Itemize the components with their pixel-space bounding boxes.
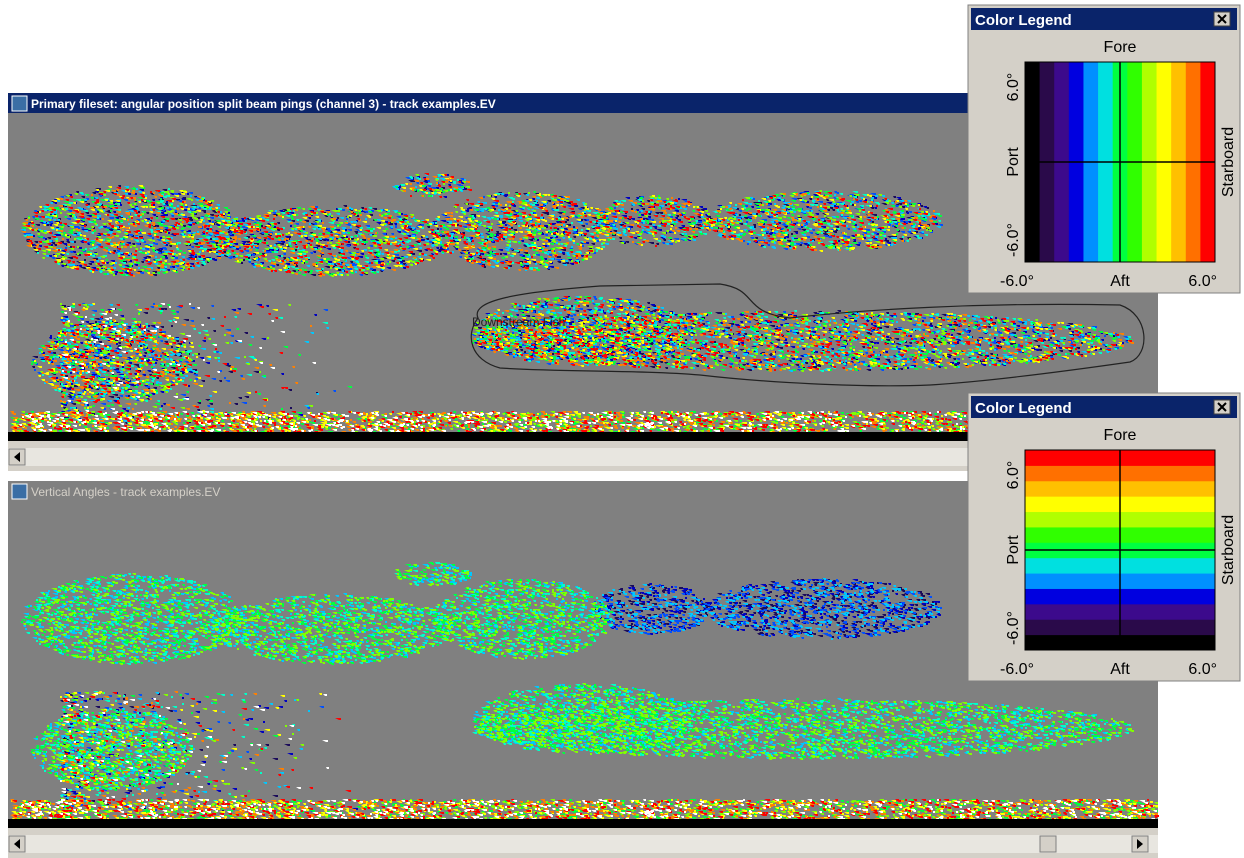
scene: Primary fileset: angular position split … [0, 0, 1244, 858]
window-icon [12, 484, 27, 499]
legend-fore: Fore [1104, 427, 1137, 444]
legend-bottom-right: 6.0° [1188, 273, 1217, 290]
scrollbar[interactable] [8, 835, 1158, 853]
legend-fore: Fore [1104, 39, 1137, 56]
legend-starboard: Starboard [1220, 515, 1237, 585]
window-title: Vertical Angles - track examples.EV [31, 485, 220, 499]
legend-starboard: Starboard [1220, 127, 1237, 197]
legend-title: Color Legend [975, 12, 1072, 29]
legend-aft: Aft [1110, 661, 1130, 678]
bottom-line [8, 819, 1158, 828]
legend-aft: Aft [1110, 273, 1130, 290]
legend-title: Color Legend [975, 400, 1072, 417]
legend-bottom-right: 6.0° [1188, 661, 1217, 678]
window-icon [12, 96, 27, 111]
legend-port: Port [1005, 535, 1022, 565]
legend-left-top: 6.0° [1005, 461, 1022, 490]
legend-bottom-left: -6.0° [1000, 661, 1034, 678]
legend-bottom-left: -6.0° [1000, 273, 1034, 290]
region-label[interactable]: Downstream Fish [472, 315, 565, 329]
window-title: Primary fileset: angular position split … [31, 97, 496, 111]
screen: Primary fileset: angular position split … [0, 0, 1244, 858]
scroll-thumb[interactable] [1040, 836, 1056, 852]
legend-port: Port [1005, 147, 1022, 177]
legend-left-top: 6.0° [1005, 73, 1022, 102]
legend-left-bottom: -6.0° [1005, 223, 1022, 257]
legend-left-bottom: -6.0° [1005, 611, 1022, 645]
